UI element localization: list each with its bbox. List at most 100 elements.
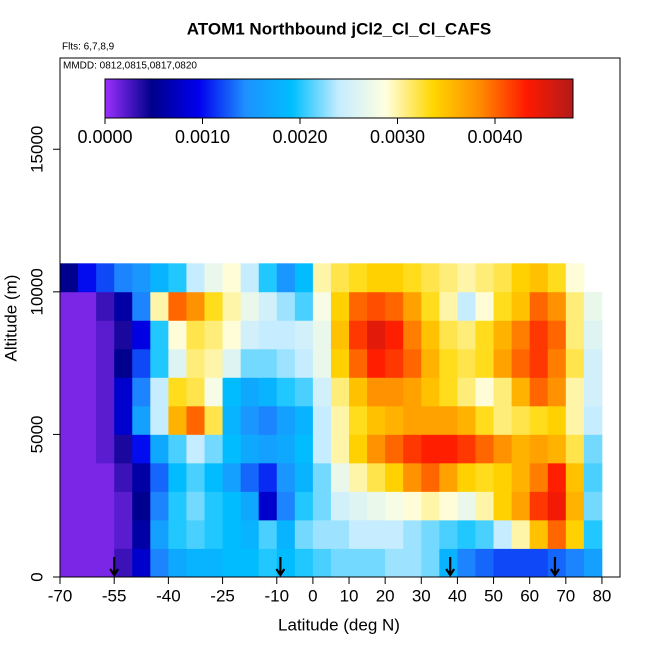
heatmap-cell (168, 320, 187, 350)
heatmap-cell (312, 519, 332, 549)
heatmap-cell (583, 491, 603, 521)
heatmap-cell (60, 548, 79, 578)
heatmap-cell (385, 348, 404, 378)
heatmap-cell (421, 548, 440, 578)
heatmap-cell (349, 263, 368, 293)
heatmap-cell (475, 405, 494, 435)
heatmap-cell (168, 462, 187, 492)
heatmap-cell (367, 377, 386, 407)
heatmap-cell (385, 405, 404, 435)
heatmap-cell (78, 291, 97, 321)
heatmap-cell (330, 462, 350, 492)
heatmap-cell (349, 348, 368, 378)
heatmap-cell (439, 320, 458, 350)
heatmap-cell (168, 519, 187, 549)
heatmap-cell (222, 434, 242, 464)
heatmap-cell (258, 291, 278, 321)
x-tick-label: -10 (264, 586, 289, 605)
arrow (275, 557, 286, 577)
annotation: Flts: 6,7,8,9 (62, 42, 115, 53)
heatmap-cell (349, 519, 368, 549)
arrow (109, 557, 120, 577)
heatmap-cell (312, 320, 332, 350)
heatmap-cell (114, 519, 133, 549)
heatmap-cell (60, 519, 79, 549)
heatmap-cell (367, 348, 386, 378)
heatmap-cell (96, 320, 115, 350)
heatmap-cell (294, 434, 314, 464)
heatmap-cell (186, 320, 205, 350)
heatmap-cell (222, 491, 242, 521)
heatmap-cell (475, 348, 494, 378)
heatmap-cell (493, 291, 513, 321)
heatmap-cell (511, 491, 531, 521)
heatmap-cell (565, 291, 585, 321)
heatmap-cell (222, 348, 242, 378)
heatmap-cell (457, 434, 476, 464)
heatmap-cell (168, 291, 187, 321)
heatmap-cell (240, 405, 260, 435)
heatmap-cell (349, 491, 368, 521)
heatmap-cell (565, 405, 585, 435)
heatmap-cell (276, 434, 296, 464)
heatmap-cell (583, 434, 603, 464)
heatmap-cell (96, 377, 115, 407)
heatmap-cell (475, 263, 494, 293)
heatmap-cell (186, 548, 205, 578)
heatmap-cell (403, 291, 422, 321)
heatmap-cell (493, 405, 513, 435)
heatmap-cell (529, 491, 549, 521)
heatmap-cell (186, 519, 205, 549)
heatmap-cell (60, 434, 79, 464)
heatmap-cell (529, 377, 549, 407)
heatmap (60, 263, 603, 578)
heatmap-cell (60, 491, 79, 521)
heatmap-cell (132, 263, 151, 293)
heatmap-cell (186, 491, 205, 521)
heatmap-cell (439, 405, 458, 435)
heatmap-cell (132, 405, 151, 435)
heatmap-cell (60, 348, 79, 378)
heatmap-cell (186, 291, 205, 321)
heatmap-cell (150, 491, 169, 521)
heatmap-cell (132, 377, 151, 407)
heatmap-cell (547, 320, 567, 350)
heatmap-cell (96, 491, 115, 521)
heatmap-cell (349, 462, 368, 492)
colorbar (104, 78, 574, 119)
heatmap-cell (403, 263, 422, 293)
heatmap-cell (114, 434, 133, 464)
heatmap-cell (565, 263, 585, 293)
heatmap-cell (330, 519, 350, 549)
heatmap-cell (168, 405, 187, 435)
heatmap-cell (330, 263, 350, 293)
heatmap-cell (493, 348, 513, 378)
x-tick-label: 80 (592, 586, 611, 605)
x-tick-label: 60 (520, 586, 539, 605)
heatmap-cell (457, 291, 476, 321)
heatmap-cell (511, 291, 531, 321)
heatmap-cell (150, 462, 169, 492)
colorbar-tick-label: 0.0020 (272, 127, 327, 147)
heatmap-cell (457, 263, 476, 293)
heatmap-cell (565, 434, 585, 464)
heatmap-cell (439, 291, 458, 321)
heatmap-cell (349, 320, 368, 350)
heatmap-cell (312, 377, 332, 407)
heatmap-cell (421, 348, 440, 378)
colorbar-tick-label: 0.0030 (370, 127, 425, 147)
heatmap-cell (114, 548, 133, 578)
heatmap-cell (583, 291, 603, 321)
heatmap-cell (385, 291, 404, 321)
heatmap-cell (240, 548, 260, 578)
heatmap-cell (150, 348, 169, 378)
heatmap-cell (240, 434, 260, 464)
heatmap-cell (493, 519, 513, 549)
heatmap-cell (78, 519, 97, 549)
heatmap-cell (276, 519, 296, 549)
heatmap-cell (312, 491, 332, 521)
heatmap-cell (294, 491, 314, 521)
heatmap-cell (475, 462, 494, 492)
heatmap-cell (457, 491, 476, 521)
heatmap-cell (493, 263, 513, 293)
